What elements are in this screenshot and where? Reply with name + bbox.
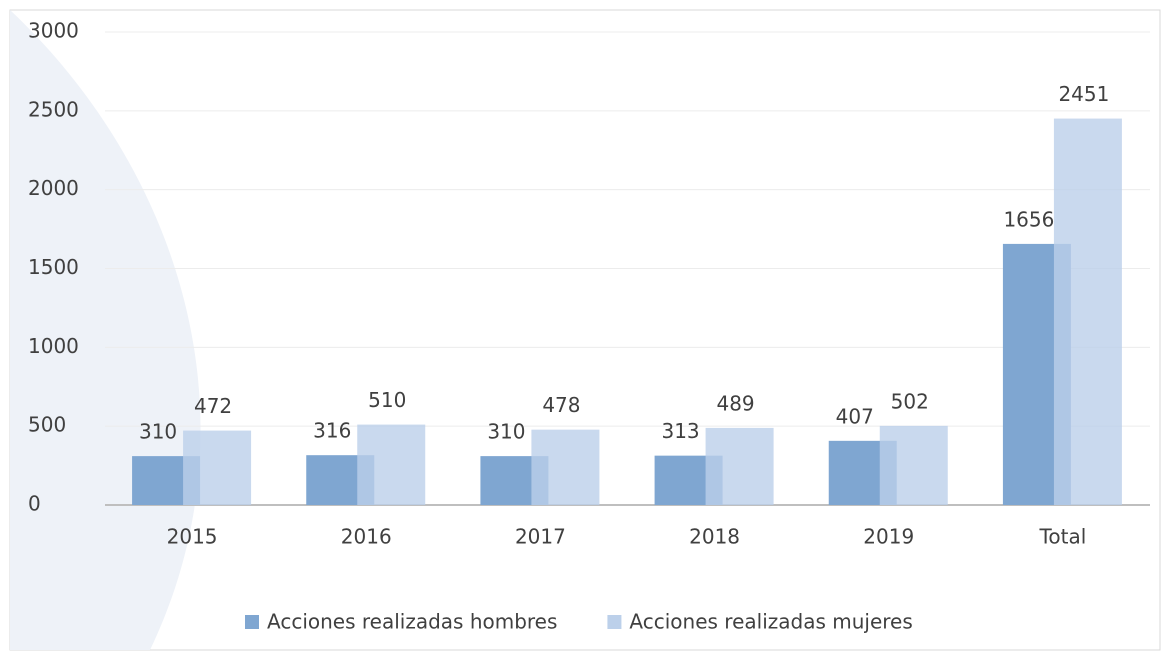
data-label: 407 (836, 404, 874, 428)
bar (879, 425, 948, 505)
x-tick-label: 2016 (341, 525, 392, 549)
data-label: 478 (542, 393, 580, 417)
y-tick-label: 2500 (28, 97, 79, 121)
bar (183, 430, 252, 505)
data-label: 502 (891, 389, 929, 413)
data-label: 313 (661, 419, 699, 443)
data-label: 472 (194, 394, 232, 418)
data-label: 310 (487, 420, 525, 444)
legend-swatch (245, 615, 259, 629)
x-tick-label: 2018 (689, 525, 740, 549)
x-tick-label: 2017 (515, 525, 566, 549)
data-label: 510 (368, 388, 406, 412)
legend-swatch (607, 615, 622, 629)
x-tick-label: 2019 (863, 525, 914, 549)
x-tick-label: Total (1039, 525, 1087, 549)
legend-label: Acciones realizadas mujeres (629, 610, 912, 634)
y-tick-label: 2000 (28, 176, 79, 200)
y-tick-label: 1000 (28, 334, 79, 358)
data-label: 310 (139, 420, 177, 444)
y-tick-label: 1500 (28, 255, 79, 279)
data-label: 489 (716, 391, 754, 415)
legend-label: Acciones realizadas hombres (267, 610, 557, 634)
bar (357, 424, 426, 505)
x-tick-label: 2015 (167, 525, 218, 549)
bar (531, 429, 600, 505)
bar (705, 427, 774, 505)
y-tick-label: 0 (28, 492, 41, 516)
data-label: 2451 (1058, 82, 1109, 106)
y-tick-label: 3000 (28, 19, 79, 43)
data-label: 1656 (1003, 207, 1054, 231)
data-label: 316 (313, 419, 351, 443)
y-tick-label: 500 (28, 413, 66, 437)
bar (1053, 118, 1122, 506)
chart-frame (9, 9, 1161, 651)
